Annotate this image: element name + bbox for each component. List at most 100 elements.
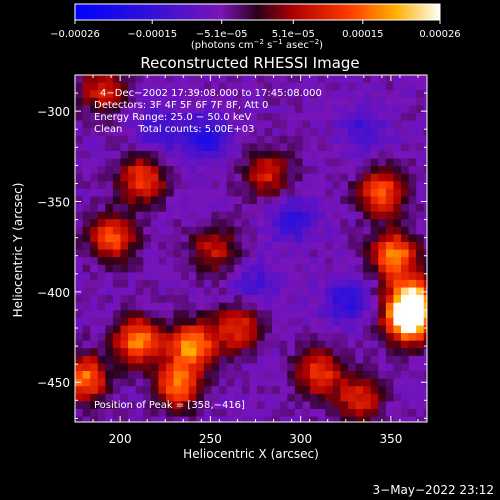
heatmap-pixel bbox=[363, 310, 372, 319]
heatmap-pixel bbox=[219, 128, 228, 137]
heatmap-pixel bbox=[241, 310, 250, 319]
heatmap-pixel bbox=[211, 173, 220, 182]
heatmap-pixel bbox=[143, 371, 152, 380]
heatmap-pixel bbox=[393, 401, 402, 410]
heatmap-pixel bbox=[340, 348, 349, 357]
heatmap-pixel bbox=[363, 234, 372, 243]
heatmap-pixel bbox=[105, 82, 114, 91]
heatmap-pixel bbox=[363, 257, 372, 266]
heatmap-pixel bbox=[97, 112, 106, 122]
heatmap-pixel bbox=[234, 317, 243, 327]
heatmap-pixel bbox=[158, 363, 167, 372]
annotation-time-range: 4−Dec−2002 17:39:08.000 to 17:45:08.000 bbox=[100, 88, 322, 99]
heatmap-pixel bbox=[347, 105, 357, 114]
heatmap-pixel bbox=[401, 234, 410, 243]
heatmap-pixel bbox=[90, 249, 99, 258]
heatmap-pixel bbox=[370, 75, 379, 84]
heatmap-pixel bbox=[325, 226, 334, 236]
heatmap-pixel bbox=[287, 188, 296, 198]
heatmap-pixel bbox=[332, 279, 341, 289]
heatmap-pixel bbox=[249, 82, 258, 91]
heatmap-pixel bbox=[211, 241, 220, 251]
heatmap-pixel bbox=[408, 393, 417, 402]
heatmap-pixel bbox=[310, 408, 319, 418]
heatmap-pixel bbox=[203, 302, 213, 311]
colorbar-tick-label: 0.00026 bbox=[419, 29, 460, 40]
heatmap-pixel bbox=[196, 378, 205, 387]
heatmap-pixel bbox=[120, 325, 129, 334]
heatmap-pixel bbox=[423, 211, 427, 220]
heatmap-pixel bbox=[158, 340, 167, 349]
heatmap-pixel bbox=[241, 90, 250, 99]
heatmap-pixel bbox=[90, 363, 99, 372]
heatmap-pixel bbox=[188, 340, 197, 349]
heatmap-pixel bbox=[355, 310, 364, 319]
heatmap-pixel bbox=[188, 249, 197, 258]
heatmap-pixel bbox=[302, 378, 311, 387]
heatmap-pixel bbox=[249, 166, 258, 175]
heatmap-pixel bbox=[294, 416, 304, 422]
heatmap-pixel bbox=[294, 135, 304, 144]
heatmap-pixel bbox=[317, 241, 326, 251]
heatmap-pixel bbox=[97, 143, 106, 152]
heatmap-pixel bbox=[82, 120, 91, 129]
heatmap-pixel bbox=[279, 355, 288, 365]
heatmap-pixel bbox=[272, 196, 281, 205]
heatmap-pixel bbox=[97, 75, 106, 84]
heatmap-pixel bbox=[340, 279, 349, 289]
heatmap-pixel bbox=[241, 211, 250, 220]
heatmap-pixel bbox=[370, 234, 379, 243]
heatmap-pixel bbox=[317, 287, 326, 296]
heatmap-pixel bbox=[203, 188, 213, 198]
heatmap-pixel bbox=[211, 196, 220, 205]
heatmap-pixel bbox=[226, 112, 235, 122]
heatmap-pixel bbox=[272, 75, 281, 84]
heatmap-pixel bbox=[340, 340, 349, 349]
heatmap-pixel bbox=[264, 112, 273, 122]
heatmap-pixel bbox=[325, 355, 334, 365]
heatmap-pixel bbox=[385, 105, 395, 114]
heatmap-pixel bbox=[203, 378, 213, 387]
heatmap-pixel bbox=[150, 257, 159, 266]
heatmap-pixel bbox=[135, 150, 144, 160]
heatmap-pixel bbox=[287, 317, 296, 327]
heatmap-pixel bbox=[393, 348, 402, 357]
heatmap-pixel bbox=[408, 416, 417, 422]
heatmap-pixel bbox=[408, 173, 417, 182]
heatmap-pixel bbox=[234, 340, 243, 349]
heatmap-pixel bbox=[249, 241, 258, 251]
heatmap-pixel bbox=[256, 211, 266, 220]
heatmap-pixel bbox=[325, 386, 334, 395]
heatmap-pixel bbox=[82, 408, 91, 418]
heatmap-pixel bbox=[393, 181, 402, 190]
heatmap-pixel bbox=[378, 173, 387, 182]
heatmap-pixel bbox=[272, 416, 281, 422]
heatmap-pixel bbox=[401, 219, 410, 228]
heatmap-pixel bbox=[143, 264, 152, 273]
heatmap-pixel bbox=[150, 97, 159, 106]
heatmap-pixel bbox=[226, 355, 235, 365]
heatmap-pixel bbox=[401, 340, 410, 349]
heatmap-pixel bbox=[135, 75, 144, 84]
heatmap-pixel bbox=[256, 97, 266, 106]
heatmap-pixel bbox=[287, 196, 296, 205]
heatmap-pixel bbox=[294, 82, 304, 91]
heatmap-pixel bbox=[219, 150, 228, 160]
heatmap-pixel bbox=[173, 378, 182, 387]
heatmap-pixel bbox=[158, 408, 167, 418]
heatmap-pixel bbox=[143, 82, 152, 91]
heatmap-pixel bbox=[370, 128, 379, 137]
heatmap-pixel bbox=[112, 97, 122, 106]
heatmap-pixel bbox=[165, 302, 175, 311]
heatmap-pixel bbox=[75, 105, 84, 114]
heatmap-pixel bbox=[112, 75, 122, 84]
heatmap-pixel bbox=[325, 295, 334, 304]
heatmap-pixel bbox=[363, 272, 372, 281]
heatmap-pixel bbox=[165, 333, 175, 342]
heatmap-pixel bbox=[378, 204, 387, 213]
heatmap-pixel bbox=[219, 135, 228, 144]
heatmap-pixel bbox=[234, 287, 243, 296]
heatmap-pixel bbox=[82, 257, 91, 266]
heatmap-pixel bbox=[226, 204, 235, 213]
heatmap-pixel bbox=[355, 90, 364, 99]
